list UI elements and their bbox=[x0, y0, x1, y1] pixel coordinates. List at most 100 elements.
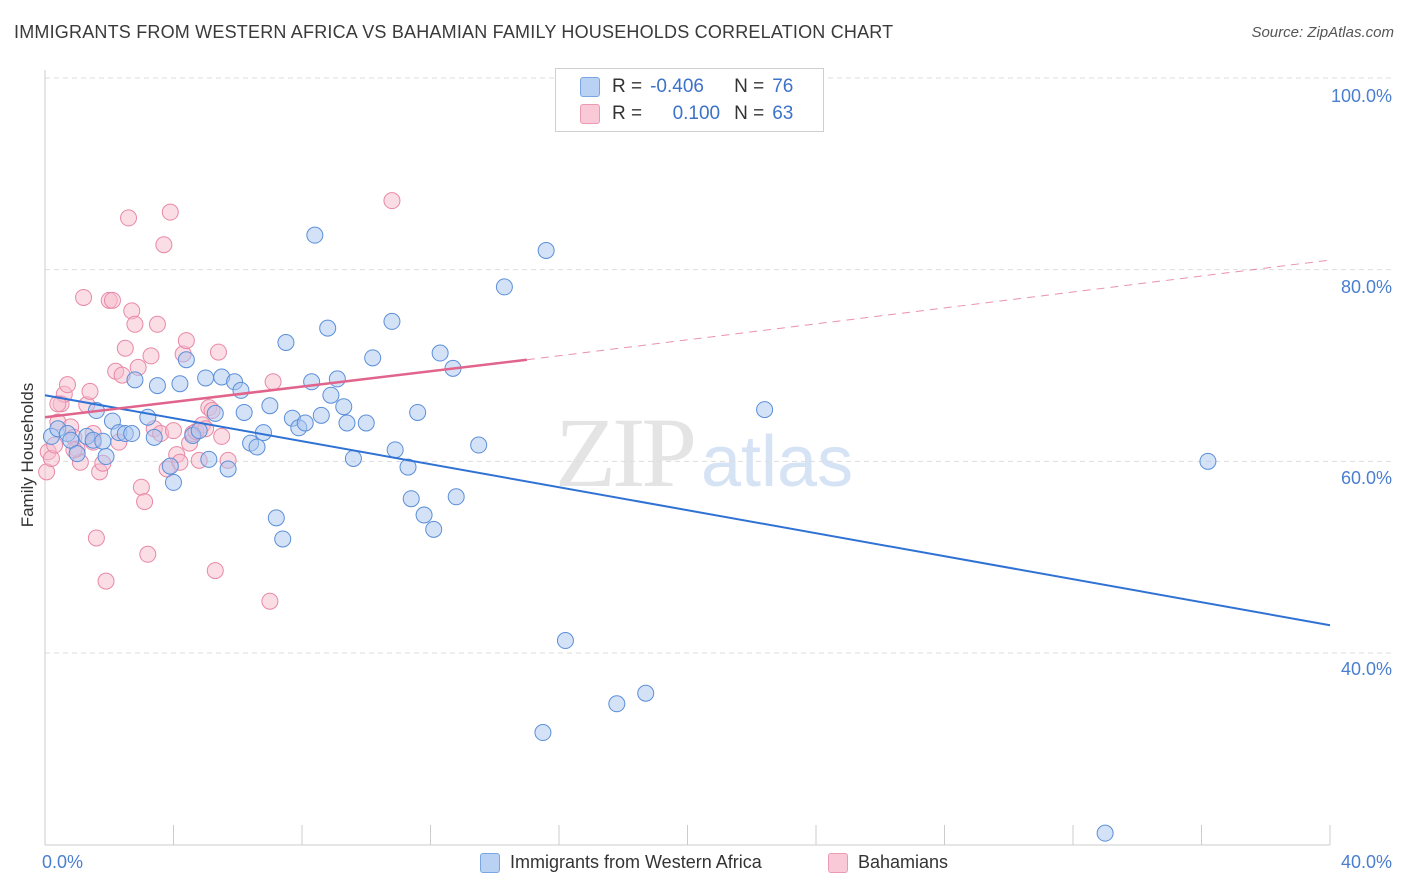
data-point-bahamians bbox=[209, 343, 227, 361]
data-point-western-africa bbox=[402, 490, 420, 508]
data-point-western-africa bbox=[1199, 452, 1217, 470]
data-point-western-africa bbox=[357, 414, 375, 432]
data-point-western-africa bbox=[322, 386, 340, 404]
legend-row-blue: R = -0.406 N = 76 bbox=[580, 74, 793, 100]
data-point-western-africa bbox=[123, 425, 141, 443]
data-point-bahamians bbox=[49, 395, 67, 413]
data-point-western-africa bbox=[206, 404, 224, 422]
data-point-western-africa bbox=[177, 351, 195, 369]
legend-item-bahamians: Bahamians bbox=[828, 852, 948, 873]
legend-swatch-blue bbox=[480, 852, 500, 873]
data-point-western-africa bbox=[126, 371, 144, 389]
data-point-western-africa bbox=[383, 312, 401, 330]
legend-label: Bahamians bbox=[858, 852, 949, 872]
data-point-western-africa bbox=[335, 398, 353, 416]
data-point-western-africa bbox=[425, 520, 443, 538]
legend-n-value: 63 bbox=[772, 103, 794, 124]
data-point-western-africa bbox=[470, 436, 488, 454]
x-tick-label: 40.0% bbox=[1340, 852, 1392, 872]
data-point-bahamians bbox=[120, 209, 138, 227]
data-point-bahamians bbox=[126, 315, 144, 333]
data-point-western-africa bbox=[495, 278, 513, 296]
data-point-bahamians bbox=[132, 478, 150, 496]
y-tick-label: 100.0% bbox=[1330, 86, 1392, 106]
legend-r-value: 0.100 bbox=[672, 103, 721, 124]
legend-n-label: N = bbox=[734, 103, 765, 124]
data-point-western-africa bbox=[306, 226, 324, 244]
y-tick-label: 40.0% bbox=[1340, 659, 1392, 679]
data-point-western-africa bbox=[68, 445, 86, 463]
legend-r-label: R = bbox=[612, 76, 643, 97]
data-point-western-africa bbox=[556, 632, 574, 650]
data-point-western-africa bbox=[296, 414, 314, 432]
legend-n-value: 76 bbox=[772, 76, 794, 97]
data-point-western-africa bbox=[248, 438, 266, 456]
data-point-western-africa bbox=[328, 370, 346, 388]
data-point-western-africa bbox=[277, 334, 295, 351]
data-point-western-africa bbox=[534, 724, 552, 742]
y-tick-label: 80.0% bbox=[1340, 277, 1392, 297]
legend-n-label: N = bbox=[734, 76, 765, 97]
data-point-bahamians bbox=[139, 545, 157, 563]
data-point-western-africa bbox=[274, 530, 292, 548]
x-tick-label: 0.0% bbox=[42, 852, 84, 872]
watermark: ZIP atlas bbox=[555, 395, 853, 510]
data-point-western-africa bbox=[171, 375, 189, 393]
trendline-bahamians bbox=[44, 358, 528, 419]
data-point-bahamians bbox=[213, 427, 231, 445]
data-point-bahamians bbox=[383, 192, 401, 210]
data-point-western-africa bbox=[161, 457, 179, 475]
data-point-western-africa bbox=[637, 684, 655, 702]
legend-row-pink: R = 0.100 N = 63 bbox=[580, 101, 793, 127]
series-legend: Immigrants from Western Africa Bahamians bbox=[0, 850, 1406, 878]
data-point-western-africa bbox=[165, 473, 182, 491]
data-point-bahamians bbox=[261, 592, 279, 610]
data-point-western-africa bbox=[409, 403, 427, 421]
y-axis-label: Family Households bbox=[18, 382, 37, 528]
data-point-bahamians bbox=[97, 572, 115, 590]
data-point-bahamians bbox=[165, 422, 182, 440]
data-point-western-africa bbox=[386, 441, 404, 459]
y-tick-label: 60.0% bbox=[1340, 468, 1392, 488]
data-point-western-africa bbox=[145, 428, 163, 446]
data-point-western-africa bbox=[200, 450, 218, 468]
data-point-western-africa bbox=[319, 319, 337, 337]
chart-title: IMMIGRANTS FROM WESTERN AFRICA VS BAHAMI… bbox=[14, 22, 894, 42]
data-point-western-africa bbox=[364, 349, 382, 367]
data-point-western-africa bbox=[97, 448, 115, 466]
data-point-bahamians bbox=[206, 562, 224, 580]
data-point-bahamians bbox=[58, 376, 76, 394]
watermark-atlas: atlas bbox=[701, 422, 854, 502]
data-point-western-africa bbox=[303, 373, 321, 391]
data-point-western-africa bbox=[338, 414, 356, 432]
data-point-western-africa bbox=[190, 422, 208, 440]
legend-r-label: R = bbox=[612, 103, 643, 124]
data-point-western-africa bbox=[94, 432, 112, 450]
data-point-bahamians bbox=[75, 288, 93, 306]
data-point-western-africa bbox=[415, 506, 433, 524]
watermark-zip: ZIP bbox=[555, 397, 697, 508]
data-point-bahamians bbox=[177, 332, 195, 350]
legend-label: Immigrants from Western Africa bbox=[510, 852, 762, 872]
legend-swatch-pink bbox=[828, 852, 848, 873]
data-point-bahamians bbox=[103, 291, 121, 309]
data-point-western-africa bbox=[447, 488, 465, 506]
stats-legend: R = -0.406 N = 76 R = 0.100 N = 63 bbox=[555, 68, 824, 132]
trendline-western-africa bbox=[44, 394, 1331, 627]
data-point-bahamians bbox=[148, 315, 166, 333]
data-point-western-africa bbox=[267, 509, 285, 527]
data-point-western-africa bbox=[431, 344, 449, 362]
data-point-western-africa bbox=[235, 403, 253, 421]
data-point-western-africa bbox=[232, 381, 250, 399]
legend-r-value: -0.406 bbox=[650, 76, 704, 97]
data-point-western-africa bbox=[344, 449, 362, 467]
data-point-bahamians bbox=[116, 339, 134, 357]
data-point-western-africa bbox=[1096, 824, 1114, 842]
data-point-western-africa bbox=[537, 242, 555, 259]
data-point-western-africa bbox=[399, 458, 417, 476]
legend-swatch-pink bbox=[580, 104, 600, 124]
data-point-western-africa bbox=[261, 397, 279, 415]
data-point-bahamians bbox=[136, 493, 154, 511]
data-point-bahamians bbox=[161, 203, 179, 221]
data-point-western-africa bbox=[312, 406, 330, 424]
